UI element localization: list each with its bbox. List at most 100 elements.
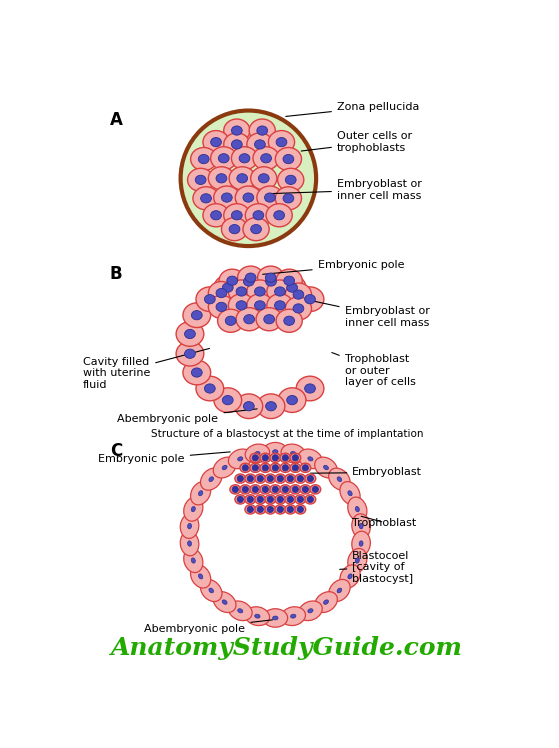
Ellipse shape — [260, 463, 271, 473]
Ellipse shape — [262, 465, 268, 471]
Ellipse shape — [255, 494, 266, 504]
Ellipse shape — [237, 476, 243, 482]
Ellipse shape — [222, 465, 227, 470]
Ellipse shape — [245, 203, 272, 227]
Ellipse shape — [237, 174, 248, 183]
Ellipse shape — [285, 297, 311, 320]
Ellipse shape — [263, 442, 288, 461]
Ellipse shape — [278, 387, 306, 412]
Ellipse shape — [274, 211, 285, 220]
Ellipse shape — [211, 138, 221, 147]
Ellipse shape — [216, 302, 227, 311]
Ellipse shape — [252, 455, 258, 461]
Ellipse shape — [229, 167, 255, 190]
Ellipse shape — [237, 497, 243, 503]
Text: Embryoblast or
inner cell mass: Embryoblast or inner cell mass — [307, 300, 429, 328]
Ellipse shape — [267, 506, 273, 512]
Ellipse shape — [225, 316, 236, 325]
Ellipse shape — [205, 384, 215, 393]
Ellipse shape — [257, 394, 285, 419]
Text: A: A — [110, 111, 122, 129]
Ellipse shape — [267, 294, 293, 317]
Ellipse shape — [242, 465, 248, 471]
Ellipse shape — [297, 506, 304, 512]
Ellipse shape — [209, 588, 214, 593]
Ellipse shape — [282, 486, 288, 492]
Ellipse shape — [247, 476, 253, 482]
Ellipse shape — [214, 275, 241, 300]
Ellipse shape — [276, 187, 301, 210]
Ellipse shape — [244, 277, 254, 286]
Ellipse shape — [250, 463, 260, 473]
Text: Embryonic pole: Embryonic pole — [263, 260, 404, 275]
Ellipse shape — [221, 193, 232, 202]
Ellipse shape — [329, 468, 350, 490]
Ellipse shape — [229, 294, 254, 317]
Ellipse shape — [244, 402, 254, 411]
Ellipse shape — [244, 315, 254, 324]
Ellipse shape — [348, 548, 367, 572]
Ellipse shape — [284, 276, 295, 285]
Ellipse shape — [247, 506, 253, 512]
Ellipse shape — [211, 211, 221, 220]
Ellipse shape — [274, 301, 285, 310]
Ellipse shape — [216, 289, 227, 298]
Ellipse shape — [254, 140, 266, 149]
Ellipse shape — [275, 474, 286, 483]
Ellipse shape — [254, 287, 266, 296]
Ellipse shape — [245, 474, 255, 483]
Ellipse shape — [305, 384, 315, 393]
Ellipse shape — [265, 505, 276, 514]
Ellipse shape — [265, 494, 276, 504]
Ellipse shape — [180, 514, 199, 539]
Ellipse shape — [312, 486, 319, 492]
Ellipse shape — [254, 301, 266, 310]
Ellipse shape — [243, 218, 269, 241]
Ellipse shape — [283, 154, 294, 164]
Ellipse shape — [272, 455, 278, 461]
Ellipse shape — [272, 465, 278, 471]
Ellipse shape — [209, 476, 214, 482]
Ellipse shape — [183, 303, 211, 328]
Ellipse shape — [295, 494, 306, 504]
Text: Embryonic pole: Embryonic pole — [98, 452, 230, 465]
Ellipse shape — [277, 506, 283, 512]
Ellipse shape — [229, 601, 252, 621]
Ellipse shape — [193, 284, 327, 403]
Ellipse shape — [337, 476, 342, 482]
Ellipse shape — [315, 457, 338, 478]
Ellipse shape — [329, 580, 350, 601]
Ellipse shape — [285, 494, 296, 504]
Ellipse shape — [267, 497, 273, 503]
Ellipse shape — [287, 283, 297, 292]
Text: Trophoblast: Trophoblast — [352, 516, 416, 527]
Ellipse shape — [214, 592, 236, 613]
Ellipse shape — [290, 485, 301, 494]
Ellipse shape — [250, 167, 277, 190]
Ellipse shape — [231, 140, 242, 149]
Ellipse shape — [281, 607, 305, 625]
Ellipse shape — [299, 601, 323, 621]
Ellipse shape — [224, 133, 250, 156]
Ellipse shape — [255, 614, 260, 618]
Ellipse shape — [184, 349, 195, 358]
Ellipse shape — [293, 290, 304, 299]
Ellipse shape — [191, 310, 202, 320]
Ellipse shape — [191, 453, 359, 616]
Ellipse shape — [252, 465, 258, 471]
Ellipse shape — [305, 295, 315, 304]
Ellipse shape — [196, 287, 224, 311]
Ellipse shape — [257, 186, 283, 209]
Ellipse shape — [348, 497, 367, 521]
Ellipse shape — [256, 307, 282, 331]
Ellipse shape — [307, 476, 314, 482]
Ellipse shape — [242, 486, 248, 492]
Ellipse shape — [243, 193, 254, 202]
Ellipse shape — [198, 491, 203, 496]
Circle shape — [181, 111, 316, 246]
Ellipse shape — [275, 494, 286, 504]
Ellipse shape — [263, 609, 288, 628]
Ellipse shape — [302, 486, 309, 492]
Text: AnatomyStudyGuide.com: AnatomyStudyGuide.com — [111, 636, 463, 660]
Ellipse shape — [252, 486, 258, 492]
